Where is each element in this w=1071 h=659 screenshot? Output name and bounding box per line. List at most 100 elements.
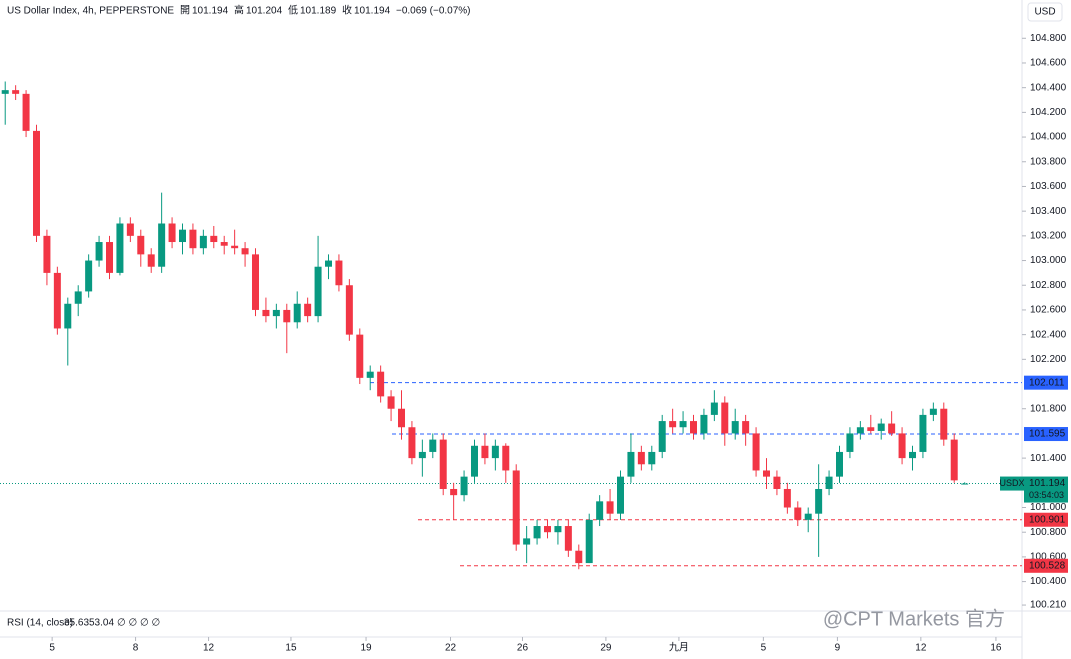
y-tick-label: 104.600 xyxy=(1030,58,1067,69)
candle-body xyxy=(325,260,332,267)
y-tick-label: 101.400 xyxy=(1030,453,1067,464)
y-tick-label: 102.800 xyxy=(1030,280,1067,291)
x-tick-label: 8 xyxy=(133,643,139,654)
candle-body xyxy=(596,501,604,520)
countdown: 03:54:03 xyxy=(1029,490,1064,500)
level-label: 100.901 xyxy=(1029,514,1066,525)
candle-body xyxy=(199,235,207,249)
y-tick-label: 103.800 xyxy=(1030,156,1067,167)
candle-body xyxy=(617,476,624,514)
level-tag xyxy=(1024,427,1068,442)
candle-body xyxy=(241,248,249,255)
level-label: 102.011 xyxy=(1029,377,1065,388)
change: −0.069 (−0.07%) xyxy=(396,6,471,17)
ohlc-value: 101.189 xyxy=(300,6,337,17)
candle-body xyxy=(669,421,677,428)
x-tick-label: 19 xyxy=(360,643,372,654)
x-tick-label: 9 xyxy=(835,643,841,654)
candle-body xyxy=(648,451,656,465)
candle-body xyxy=(950,439,958,481)
candle-body xyxy=(366,371,374,378)
y-tick-label: 102.400 xyxy=(1030,329,1067,340)
x-tick-label: 12 xyxy=(203,643,215,654)
candle-body xyxy=(502,445,510,471)
candle-body xyxy=(481,445,489,459)
y-tick-label: 100.600 xyxy=(1030,552,1067,563)
x-tick-label: 5 xyxy=(761,643,767,654)
candle-body xyxy=(961,483,969,485)
y-tick-label: 103.600 xyxy=(1030,181,1067,192)
candle-body xyxy=(731,421,739,434)
symbol: USDX xyxy=(999,478,1024,488)
candle-body xyxy=(606,501,614,514)
candle-body xyxy=(700,414,708,434)
candle-body xyxy=(658,421,666,452)
candle-body xyxy=(53,272,61,329)
candle-body xyxy=(147,254,155,267)
candle-body xyxy=(856,427,864,434)
watermark: @CPT Markets 官方 xyxy=(823,607,1005,630)
last-price-tag xyxy=(1024,476,1068,503)
y-tick-label: 100.210 xyxy=(1030,600,1067,611)
x-tick-label: 12 xyxy=(915,643,927,654)
candle-body xyxy=(304,303,312,317)
candle-body xyxy=(585,519,593,564)
candle-body xyxy=(752,433,760,471)
symbol-tag xyxy=(1000,476,1024,491)
candle-body xyxy=(33,130,40,236)
candle-body xyxy=(846,433,854,452)
x-tick-label: 九月 xyxy=(669,642,689,654)
x-tick-label: 29 xyxy=(600,643,612,654)
candle-body xyxy=(690,421,697,434)
ohlc-name: 收 xyxy=(342,4,352,17)
ohlc-name: 低 xyxy=(288,4,298,17)
candle-body xyxy=(283,309,291,323)
candle-body xyxy=(64,303,72,329)
candle-body xyxy=(345,285,353,335)
candle-body xyxy=(377,371,385,397)
candle-body xyxy=(387,396,395,409)
candle-body xyxy=(512,470,520,545)
currency-button[interactable] xyxy=(1027,2,1063,22)
candle-body xyxy=(262,309,270,317)
candle-body xyxy=(43,235,51,273)
rsi-value: 53.04 xyxy=(89,618,114,629)
candle-body xyxy=(85,260,93,292)
candle-body xyxy=(439,439,447,489)
ohlc-value: 101.194 xyxy=(354,6,391,17)
candle-body xyxy=(877,423,885,431)
y-tick-label: 104.000 xyxy=(1030,132,1067,143)
candle-body xyxy=(564,526,572,551)
candle-body xyxy=(106,242,113,273)
x-tick-label: 5 xyxy=(49,643,55,654)
candle-body xyxy=(898,433,906,459)
y-tick-label: 102.200 xyxy=(1030,354,1067,365)
rsi-value: 35.63 xyxy=(64,618,89,629)
candle-body xyxy=(335,260,343,286)
candle-body xyxy=(126,223,134,236)
candle-body xyxy=(450,488,458,496)
candle-body xyxy=(627,451,635,477)
candle-body xyxy=(909,451,916,459)
level-tag xyxy=(1024,512,1068,527)
chart-title: US Dollar Index, 4h, PEPPERSTONE xyxy=(7,6,174,17)
level-label: 100.528 xyxy=(1029,560,1066,571)
candle-body xyxy=(408,427,416,459)
candle-body xyxy=(544,526,551,533)
candle-body xyxy=(836,451,843,477)
ohlc-name: 高 xyxy=(234,4,244,17)
candle-body xyxy=(533,526,541,539)
candle-body xyxy=(95,242,103,261)
x-tick-label: 15 xyxy=(285,643,297,654)
candle-body xyxy=(137,235,145,255)
candle-body xyxy=(272,309,280,317)
candle-body xyxy=(231,245,239,249)
ohlc-value: 101.194 xyxy=(192,6,229,17)
x-tick-label: 22 xyxy=(445,643,457,654)
y-tick-label: 103.000 xyxy=(1030,255,1067,266)
candle-body xyxy=(429,439,437,452)
ohlc-name: 開 xyxy=(180,5,190,17)
candle-body xyxy=(398,408,405,428)
y-tick-label: 101.800 xyxy=(1030,403,1067,414)
